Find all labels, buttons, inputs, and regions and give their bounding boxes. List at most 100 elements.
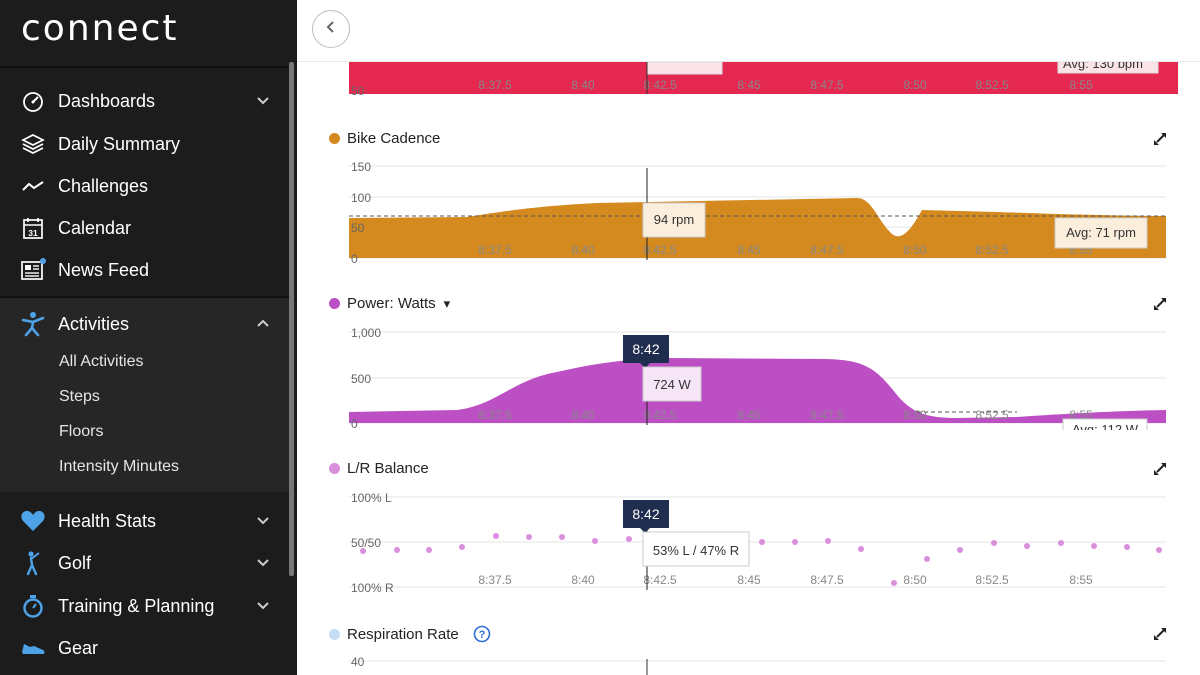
balance-point [891,580,897,586]
x-tick: 8:50 [903,78,927,92]
sidebar-subitem-floors[interactable]: Floors [59,423,104,440]
balance-point [1124,544,1130,550]
expand-icon[interactable] [1153,132,1167,146]
sidebar-scrollbar[interactable] [289,62,294,576]
sidebar-subitem-intensity-minutes[interactable]: Intensity Minutes [59,458,180,475]
y-tick: 150 [351,160,371,174]
dropdown-icon[interactable]: ▾ [443,295,451,311]
balance-point [1024,543,1030,549]
balance-point [991,540,997,546]
y-tick: 1,000 [351,326,381,340]
x-tick: 8:45 [737,408,761,422]
time-label-pointer [640,528,650,533]
chevron-down-icon[interactable] [254,554,272,572]
x-tick: 8:37.5 [478,408,512,422]
x-tick: 8:47.5 [810,78,844,92]
balance-point [1058,540,1064,546]
person-running-icon [20,311,46,337]
connect-logo[interactable]: connect [21,8,179,49]
back-button[interactable] [312,10,350,48]
sidebar-item-label: Dashboards [58,90,156,111]
sidebar-item-activities[interactable]: Activities [0,304,290,344]
sidebar-item-daily-summary[interactable]: Daily Summary [0,124,290,164]
time-label-box [623,335,669,363]
avg-label-box [1054,217,1148,249]
sidebar-subitem-all-activities[interactable]: All Activities [59,353,144,370]
x-tick: 8:47.5 [810,243,844,257]
sidebar-item-gear[interactable]: Gear [0,628,290,668]
x-tick: 8:52.5 [975,243,1009,257]
balance-point [459,544,465,550]
y-tick: 500 [351,372,371,386]
sidebar-item-news-feed[interactable]: News Feed [0,250,290,290]
x-tick: 8:40 [571,408,595,422]
time-label-box [623,500,669,528]
respiration-chart: 40 [349,655,1166,675]
chart-title-label: Bike Cadence [347,130,441,147]
expand-icon[interactable] [1153,462,1167,476]
sidebar-subitem-steps[interactable]: Steps [59,388,100,405]
sidebar-item-label: Calendar [58,217,132,238]
chart-title-respiration: Respiration Rate ? [329,625,491,643]
x-tick: 8:37.5 [478,243,512,257]
power-chart: 1,000 500 0 8:37.5 8:40 8:42.5 8:45 8:47.5 8:50 8… [349,326,1166,430]
balance-point [924,556,930,562]
balance-point [825,538,831,544]
x-tick: 8:55 [1069,78,1093,92]
sidebar-item-challenges[interactable]: Challenges [0,166,290,206]
golfer-icon [20,550,46,576]
x-tick: 8:50 [903,243,927,257]
x-tick: 8:42.5 [643,78,677,92]
top-bar [297,0,1200,62]
balance-point [792,539,798,545]
sidebar-item-dashboards[interactable]: Dashboards [0,81,290,121]
layers-icon [20,131,46,157]
x-tick: 8:37.5 [478,78,512,92]
sidebar-item-calendar[interactable]: 31 Calendar [0,208,290,248]
chevron-down-icon[interactable] [254,597,272,615]
chart-title-label: Power: Watts [347,295,436,312]
chevron-up-icon[interactable] [254,315,272,333]
sidebar-item-golf[interactable]: Golf [0,543,290,583]
cadence-area [349,198,1166,258]
time-label: 8:42 [632,341,659,357]
y-tick: 0 [351,252,358,265]
balance-point [1156,547,1162,553]
legend-dot [329,463,340,474]
heart-rate-x-ticks: 8:37.5 8:40 8:42.5 8:45 8:47.5 8:50 8:52.5 8:55 [478,78,1093,92]
chevron-down-icon[interactable] [254,92,272,110]
avg-label: Avg: 112 W [1072,422,1139,430]
x-tick: 8:45 [737,78,761,92]
x-tick: 8:42.5 [643,243,677,257]
balance-point [1091,543,1097,549]
newspaper-icon [20,257,46,283]
balance-point [526,534,532,540]
svg-text:31: 31 [28,228,38,238]
sidebar-item-training-planning[interactable]: Training & Planning [0,586,290,626]
expand-icon[interactable] [1153,627,1167,641]
legend-dot [329,628,340,640]
time-label: 8:42 [632,506,659,522]
balance-point [592,538,598,544]
divider [0,66,290,68]
tooltip-box [642,202,706,238]
heart-rate-area [349,62,1178,94]
x-tick: 8:52.5 [975,408,1009,422]
expand-icon[interactable] [1153,297,1167,311]
x-tick: 8:55 [1069,573,1093,587]
x-tick: 8:40 [571,573,595,587]
speedometer-icon [20,88,46,114]
x-tick: 8:50 [903,573,927,587]
sidebar-item-health-stats[interactable]: Health Stats [0,501,290,541]
heart-rate-chart: 50 8:37.5 8:40 8:42.5 8:45 8:47.5 8:50 8:52.5 8… [349,54,1178,98]
y-tick: 50/50 [351,536,381,550]
chevron-down-icon[interactable] [254,512,272,530]
svg-text:?: ? [478,629,485,641]
y-tick: 100% R [351,581,394,595]
chart-title-cadence: Bike Cadence [329,130,440,147]
tooltip-box [642,366,702,402]
tooltip-value: 53% L / 47% R [653,543,739,558]
help-icon[interactable]: ? [473,625,491,643]
sidebar-item-label: Activities [58,313,130,334]
y-tick: 50 [351,221,365,235]
